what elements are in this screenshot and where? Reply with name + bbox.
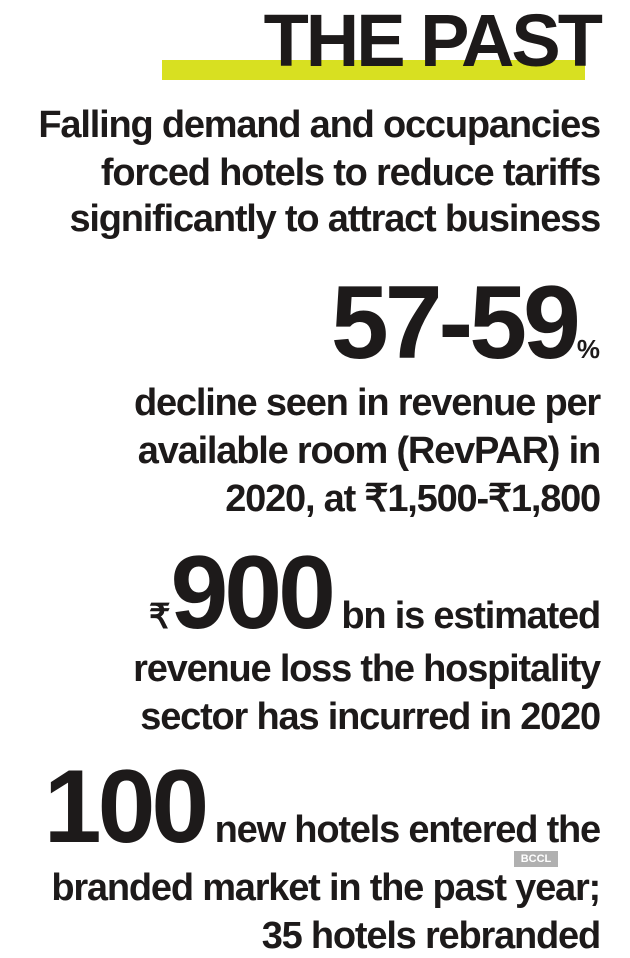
accent-bar <box>162 60 585 80</box>
stat-line: decline seen in revenue per <box>133 382 601 424</box>
stat-lead: bn is estimated <box>341 595 601 637</box>
stat-line: branded market in the past year; <box>51 867 601 909</box>
intro-line: forced hotels to reduce tariffs <box>100 152 601 194</box>
stat-revenue-loss: ₹900 bn is estimated <box>148 541 601 645</box>
stat-value: 900 <box>170 535 336 651</box>
intro-line: Falling demand and occupancies <box>38 104 601 146</box>
stat-line: revenue loss the hospitality <box>133 648 601 690</box>
currency-symbol: ₹ <box>148 598 171 636</box>
stat-revpar: 57-59% <box>331 271 600 375</box>
stat-lead: new hotels entered the <box>214 809 602 851</box>
watermark: BCCL <box>514 851 558 867</box>
stat-line: available room (RevPAR) in <box>137 430 601 472</box>
stat-value: 57-59 <box>330 265 581 381</box>
stat-line: sector has incurred in 2020 <box>140 696 601 738</box>
page-title: THE PAST <box>263 0 603 82</box>
stat-unit: % <box>576 334 600 364</box>
stat-value: 100 <box>43 749 210 865</box>
stat-new-hotels: 100 new hotels entered the <box>44 755 602 859</box>
intro-line: significantly to attract business <box>69 198 601 240</box>
stat-line: 35 hotels rebranded <box>261 915 602 957</box>
stat-line: 2020, at ₹1,500-₹1,800 <box>225 478 601 520</box>
